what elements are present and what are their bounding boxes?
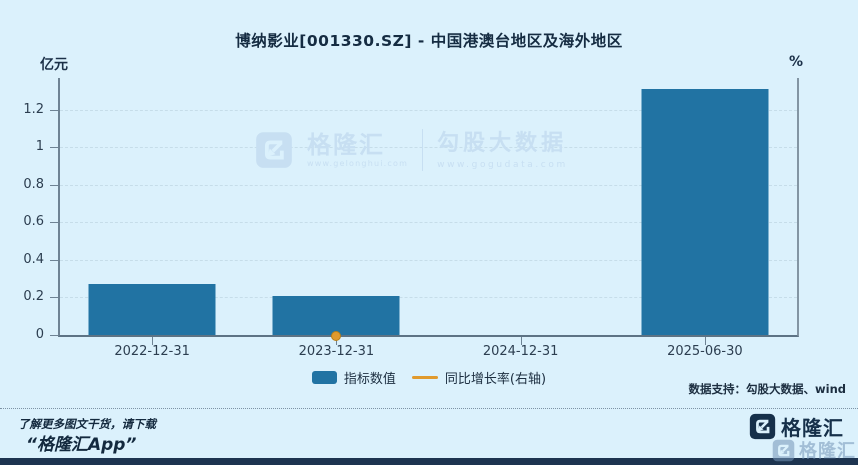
footer-logo: 格隆汇: [749, 412, 844, 441]
footer-divider: [0, 408, 858, 409]
watermark: 格隆汇 www.gelonghui.com 勾股大数据 www.gogudata…: [255, 129, 568, 171]
legend-bar-swatch: [311, 371, 337, 384]
growth-rate-marker[interactable]: [331, 331, 342, 341]
y-axis-tick-label: 1: [35, 139, 44, 155]
bottom-brand-strip: [0, 458, 858, 465]
bar[interactable]: [641, 89, 769, 335]
y-axis-tick-label: 0.8: [23, 176, 44, 192]
watermark-partner-url: www.gogudata.com: [437, 159, 568, 170]
x-axis-label: 2022-12-31: [114, 344, 190, 359]
x-axis-tick: [520, 337, 522, 345]
y-axis-tick: [50, 147, 58, 149]
footer-logo-reflection: 格隆汇: [772, 437, 856, 463]
x-axis-label: 2023-12-31: [298, 344, 375, 359]
legend-label: 指标数值: [343, 372, 396, 387]
footer-app-name: “格隆汇App”: [26, 435, 137, 455]
footer-logo-text: 格隆汇: [799, 441, 856, 462]
x-axis-tick: [152, 337, 154, 345]
watermark-partner-block: 勾股大数据 www.gogudata.com: [437, 131, 568, 170]
gridline: [60, 109, 797, 111]
y-axis-tick-label: 0.2: [23, 289, 44, 305]
legend-item-indicator[interactable]: 指标数值: [311, 368, 396, 387]
y-axis-labels: 0 0.2 0.4 0.6 0.8 1 1.2: [0, 78, 44, 342]
legend-item-growth-rate[interactable]: 同比增长率(右轴): [411, 368, 547, 387]
y-axis-tick: [50, 259, 58, 261]
y-axis-tick: [50, 184, 58, 186]
right-axis-unit-label: %: [789, 54, 804, 70]
plot-area: 2022-12-31 2023-12-31 2024-12-31 2025-06-30: [50, 78, 799, 359]
y-axis-tick-label: 0: [35, 327, 44, 342]
legend-label: 同比增长率(右轴): [444, 372, 547, 387]
y-axis-tick-label: 0.4: [23, 251, 44, 267]
watermark-divider: [422, 129, 424, 171]
watermark-brand-url: www.gelonghui.com: [307, 159, 409, 168]
y-axis-tick: [50, 335, 58, 336]
gelonghui-logo-icon: [749, 413, 776, 440]
gridline: [60, 222, 797, 224]
gridline: [60, 297, 797, 299]
y-axis-tick-label: 0.6: [23, 214, 44, 230]
x-axis-label: 2024-12-31: [482, 344, 559, 359]
y-axis-tick: [50, 109, 58, 111]
watermark-brand-block: 格隆汇 www.gelonghui.com: [307, 132, 408, 168]
page-title: 博纳影业[001330.SZ] - 中国港澳台地区及海外地区: [235, 32, 623, 50]
bar[interactable]: [272, 295, 400, 335]
gridline: [60, 147, 797, 149]
x-axis-tick: [704, 337, 706, 345]
y-axis-tick-label: 1.2: [23, 101, 44, 117]
legend-line-swatch: [411, 376, 438, 379]
watermark-partner-name: 勾股大数据: [437, 130, 568, 156]
bar[interactable]: [88, 284, 216, 335]
y-axis-tick: [50, 222, 58, 224]
gelonghui-logo-icon: [255, 131, 293, 169]
gridline: [60, 184, 797, 186]
gridline: [60, 259, 797, 261]
x-axis-tick: [336, 337, 338, 345]
chart-legend: 指标数值 同比增长率(右轴): [0, 368, 858, 387]
left-axis-unit-label: 亿元: [40, 57, 68, 73]
watermark-brand-name: 格隆汇: [307, 131, 385, 159]
footer-logo-text: 格隆汇: [781, 416, 844, 440]
footer-promo-text: 了解更多图文干货，请下载: [18, 417, 156, 431]
data-support-note: 数据支持：勾股大数据、wind: [688, 382, 846, 396]
gelonghui-logo-icon: [772, 439, 795, 462]
x-axis-label: 2025-06-30: [667, 344, 743, 359]
y-axis-tick: [50, 297, 58, 299]
